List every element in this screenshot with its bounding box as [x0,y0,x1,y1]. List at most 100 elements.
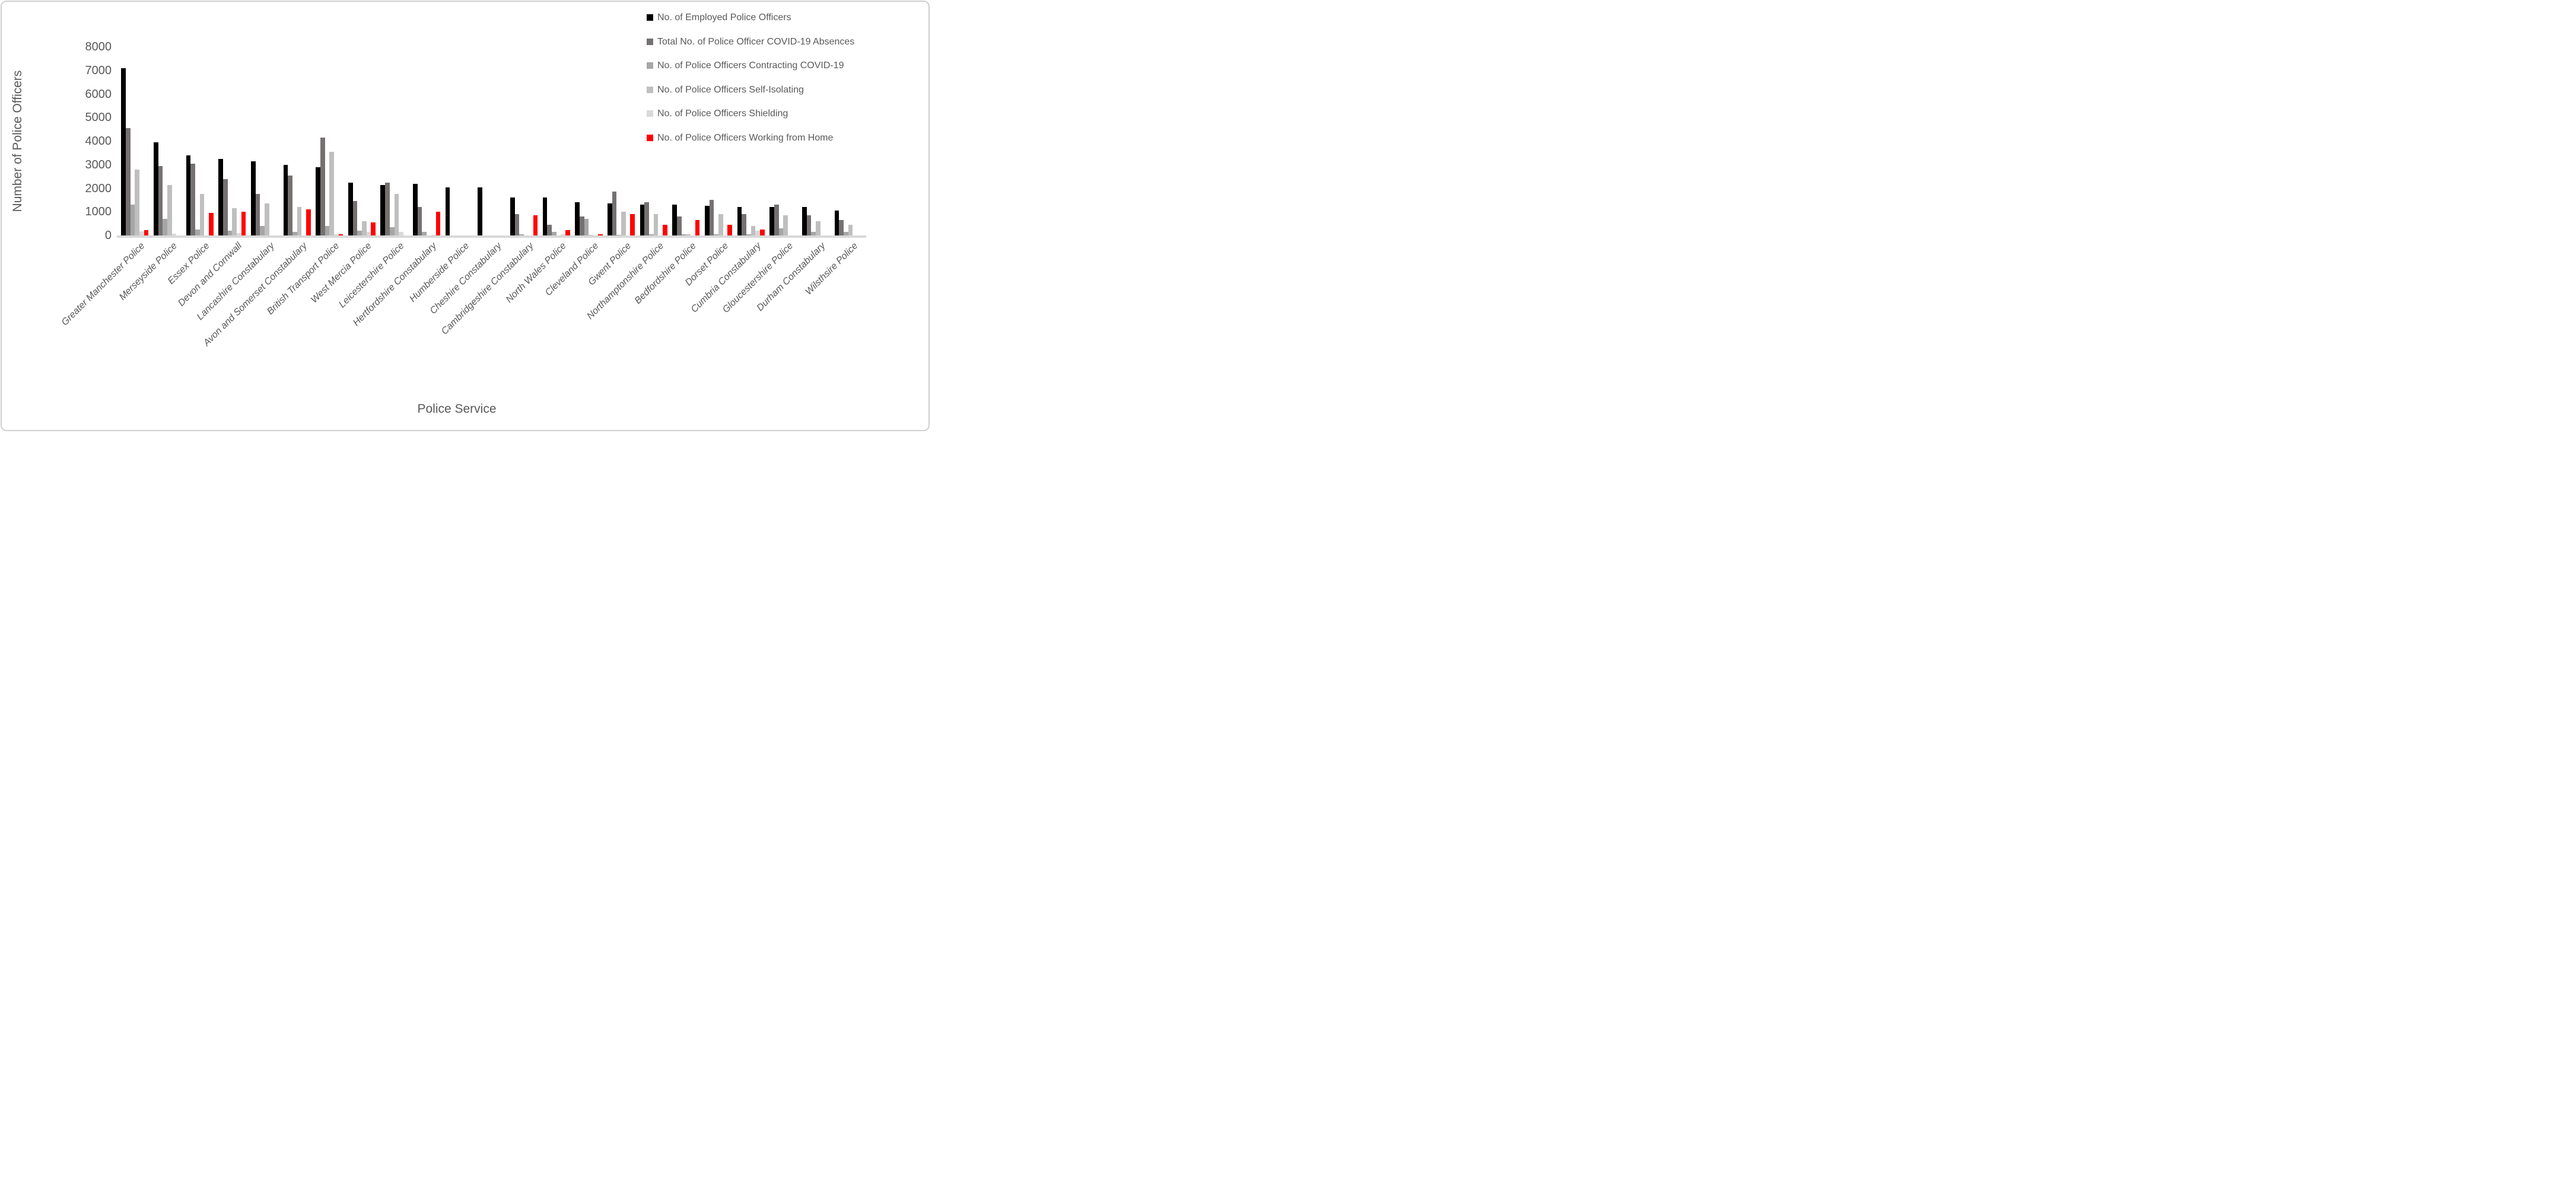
bar [130,205,135,235]
bar [153,142,158,235]
bar [514,214,520,235]
bar [121,68,126,235]
legend-label: No. of Police Officers Contracting COVID… [657,60,844,71]
y-tick-label: 3000 [85,158,112,171]
bar [250,161,256,235]
bar-group [670,47,702,235]
bar [681,234,686,235]
bar [695,220,700,235]
bar [750,226,756,235]
bar-group [119,47,151,235]
bar [422,232,427,235]
bar-group [832,47,864,235]
bar [704,206,710,235]
bar [575,202,580,235]
legend-item: No. of Police Officers Shielding [647,108,854,119]
bar [774,205,779,235]
y-tick-label: 4000 [85,135,112,148]
bar [783,215,788,235]
bar [727,225,733,235]
bar [552,232,556,235]
bar [435,212,441,235]
legend-item: No. of Employed Police Officers [647,12,854,23]
bar [316,167,320,235]
bar-group [216,47,249,235]
bar [608,203,612,235]
bar [264,203,269,235]
bar-group [378,47,411,235]
bar-group [281,47,313,235]
bar [561,234,566,235]
bar [806,215,812,235]
bar [135,169,139,235]
bar [746,234,751,235]
bar-group [183,47,216,235]
bar-group [767,47,800,235]
bar-group [346,47,379,235]
bar [848,225,853,235]
bar-group [411,47,443,235]
legend-item: No. of Police Officers Working from Home [647,132,854,144]
bar [755,231,761,235]
y-tick-label: 2000 [85,181,112,195]
bar [190,163,195,235]
bar [260,226,265,235]
legend-swatch-icon [647,62,653,69]
bar [394,194,399,235]
bar [171,234,177,235]
y-tick-label: 0 [104,229,112,242]
bar [737,207,742,235]
bar [195,230,200,235]
bar [333,234,339,235]
bar-group [605,47,638,235]
legend-item: No. of Police Officers Self-Isolating [647,84,854,95]
legend-label: No. of Employed Police Officers [657,12,791,23]
bar [158,165,163,235]
bar [292,232,297,235]
bar [241,212,246,235]
bar [371,222,376,235]
bar [306,209,311,235]
legend: No. of Employed Police Officers Total No.… [647,12,854,156]
bar [222,179,228,235]
bar [653,214,659,235]
bar [163,219,167,235]
y-tick-label: 8000 [85,40,112,53]
bar [125,128,131,235]
bar [834,211,839,235]
bar [417,207,422,235]
x-axis-title: Police Service [417,402,497,416]
bar [597,234,603,235]
legend-swatch-icon [647,86,653,93]
y-tick-label: 7000 [85,63,112,77]
bar [357,231,362,235]
legend-label: No. of Police Officers Working from Home [657,132,834,143]
bar [283,164,288,235]
bar-group [151,47,184,235]
bar [218,158,223,235]
y-tick-label: 6000 [85,87,112,101]
bar [640,205,645,235]
y-axis-title: Number of Police Officers [11,70,24,212]
bar [232,208,237,235]
bar [816,221,820,235]
bar [366,232,371,235]
bar-group [800,47,832,235]
bar [139,231,144,235]
bar [843,232,848,235]
legend-swatch-icon [647,134,653,141]
y-tick-label: 5000 [85,111,112,125]
bar [677,216,682,235]
bar [361,221,367,235]
bar [802,207,807,235]
bar [227,231,233,235]
bar [199,194,205,235]
bar [186,155,191,235]
bar [714,234,719,235]
legend-swatch-icon [647,38,653,45]
bar-group [249,47,281,235]
bar [630,214,635,235]
bar [778,228,784,235]
bar-group [313,47,346,235]
bar [208,213,214,235]
